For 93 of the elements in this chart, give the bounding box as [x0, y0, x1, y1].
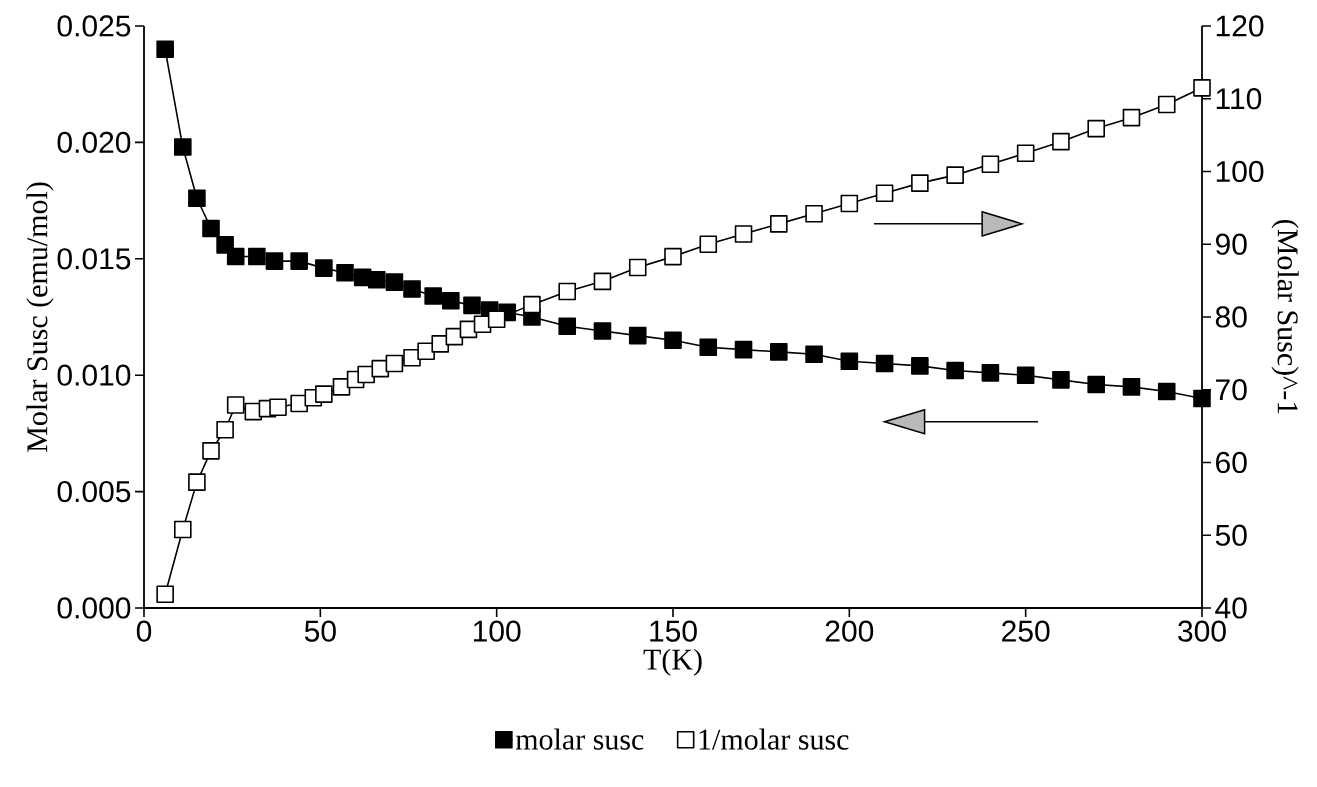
y2-axis-title: (Molar Susc)^-1 — [1271, 220, 1299, 414]
point — [1016, 144, 1035, 163]
y2-tick-label: 100 — [1216, 160, 1264, 183]
point — [770, 215, 788, 233]
point — [981, 364, 1000, 382]
y2-tick-label: 70 — [1216, 379, 1247, 401]
y2-tick-label: 50 — [1215, 524, 1247, 546]
point — [1157, 95, 1176, 114]
point — [805, 204, 823, 223]
point — [1052, 371, 1070, 389]
point — [1087, 119, 1105, 138]
point — [1016, 366, 1035, 384]
point — [946, 361, 964, 380]
point — [431, 335, 450, 353]
point — [202, 442, 220, 460]
y-tick-label: 0.020 — [57, 131, 131, 154]
point — [734, 225, 753, 243]
x-tick-label: 50 — [304, 620, 336, 642]
y-tick-label: 0.005 — [57, 480, 131, 503]
point — [1157, 382, 1176, 401]
point — [188, 473, 206, 491]
y-tick-label: 0.000 — [57, 597, 131, 619]
y2-tick-label: 120 — [1216, 15, 1264, 37]
y2-tick-label: 110 — [1216, 88, 1262, 110]
x-tick-label: 0 — [136, 620, 152, 642]
point — [156, 585, 174, 603]
y-axis-title: Molar Susc (emu/mol) — [26, 182, 54, 452]
point — [226, 247, 245, 266]
point — [1122, 108, 1141, 127]
y-tick-label: 0.025 — [57, 15, 131, 37]
point — [664, 247, 682, 266]
point — [216, 420, 234, 439]
point — [156, 40, 174, 59]
point — [593, 272, 612, 291]
point — [173, 520, 192, 539]
point — [385, 273, 404, 291]
point — [290, 252, 308, 270]
x-tick-label: 150 — [650, 620, 697, 642]
point — [367, 270, 386, 289]
point — [202, 219, 220, 238]
point — [463, 296, 481, 315]
point — [628, 326, 647, 345]
point — [593, 322, 612, 340]
point — [265, 252, 284, 270]
point — [840, 194, 859, 213]
point — [1087, 375, 1105, 394]
point — [664, 331, 682, 350]
point — [628, 258, 647, 277]
point — [188, 189, 206, 208]
point — [981, 155, 1000, 174]
point — [269, 398, 287, 417]
y2-tick-label: 80 — [1215, 306, 1247, 328]
legend-label: 1/molar susc — [699, 728, 849, 750]
y2-tick-label: 90 — [1215, 233, 1247, 255]
point — [487, 310, 506, 328]
point — [442, 291, 460, 310]
x-tick-label: 250 — [1002, 620, 1050, 642]
point — [332, 378, 351, 396]
point — [875, 354, 894, 373]
point — [336, 263, 354, 282]
point — [558, 317, 576, 336]
point — [805, 345, 823, 364]
y-tick-label: 0.010 — [57, 364, 131, 386]
point — [226, 396, 245, 414]
point — [558, 282, 576, 301]
point — [424, 287, 442, 305]
point — [699, 235, 718, 254]
legend-label: molar susc — [515, 728, 644, 750]
x-tick-label: 200 — [825, 620, 874, 642]
point — [770, 343, 788, 361]
x-tick-label: 100 — [473, 620, 521, 642]
point — [699, 338, 718, 357]
point — [911, 357, 929, 375]
point — [403, 280, 421, 298]
point — [315, 259, 333, 277]
point — [911, 174, 929, 192]
point — [1193, 79, 1211, 97]
y2-tick-label: 60 — [1216, 451, 1247, 474]
point — [840, 352, 859, 371]
y-tick-label: 0.015 — [57, 248, 131, 270]
y2-tick-label: 40 — [1215, 597, 1247, 619]
point — [1122, 378, 1141, 396]
x-tick-label: 300 — [1178, 620, 1226, 642]
point — [734, 340, 753, 359]
point — [248, 247, 266, 266]
point — [875, 184, 894, 203]
point — [1052, 132, 1070, 151]
point — [946, 166, 964, 184]
point — [173, 138, 192, 156]
point — [523, 295, 541, 314]
point — [315, 385, 333, 403]
point — [385, 354, 404, 373]
x-axis-title: T(K) — [643, 648, 702, 676]
